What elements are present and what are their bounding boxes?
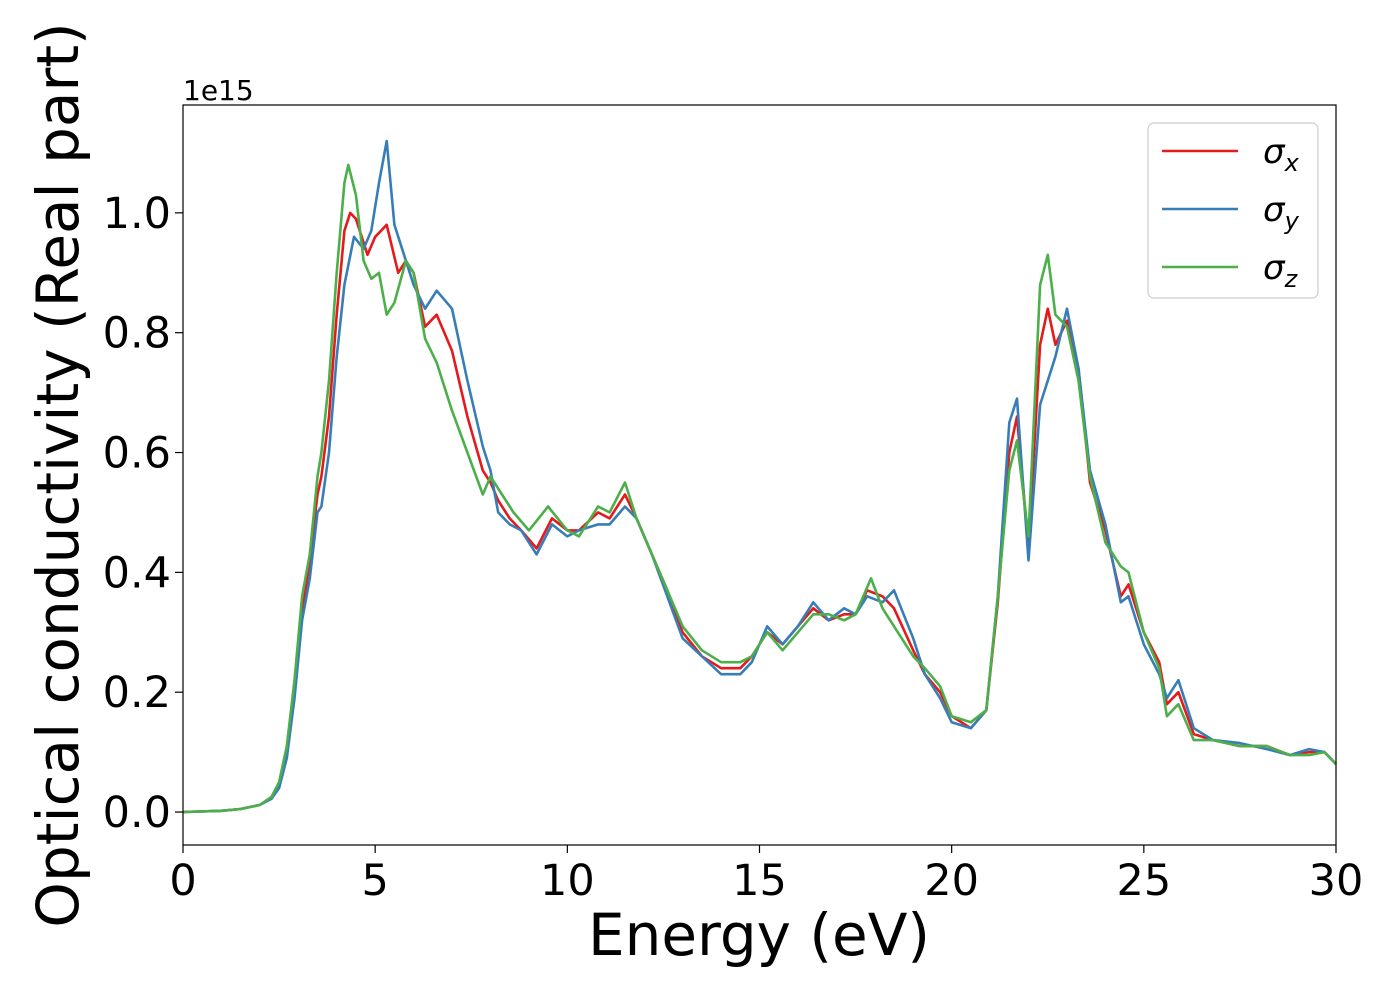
x-tick-label: 0 [169, 856, 196, 906]
x-tick-label: 25 [1116, 856, 1171, 906]
offset-label: 1e15 [183, 74, 254, 107]
y-tick-label: 0.0 [103, 788, 171, 838]
x-axis-label: Energy (eV) [588, 901, 930, 969]
y-tick-label: 0.2 [103, 668, 171, 718]
y-tick-label: 0.8 [103, 309, 171, 359]
x-tick-label: 30 [1309, 856, 1364, 906]
y-axis-label: Optical conductivity (Real part) [24, 22, 92, 927]
x-tick-label: 20 [924, 856, 979, 906]
x-tick-label: 10 [540, 856, 595, 906]
y-tick-label: 0.4 [103, 548, 171, 598]
y-tick-label: 1.0 [103, 189, 171, 239]
x-tick-label: 5 [361, 856, 388, 906]
y-tick-label: 0.6 [103, 429, 171, 479]
x-tick-label: 15 [732, 856, 787, 906]
